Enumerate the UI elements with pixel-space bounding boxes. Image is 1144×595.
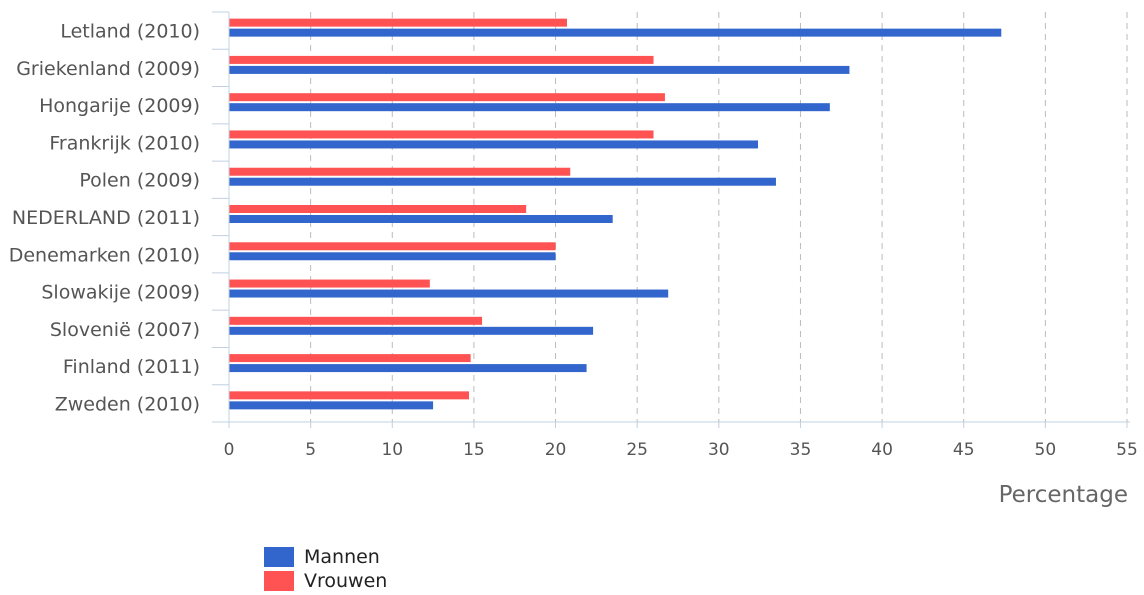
x-tick-label: 0 [224, 440, 235, 460]
category-label: Frankrijk (2010) [49, 132, 200, 154]
bar-vrouwen [229, 242, 556, 251]
bar-mannen [229, 252, 556, 261]
x-tick-label: 40 [871, 440, 893, 460]
bar-vrouwen [229, 55, 654, 64]
category-label: Hongarije (2009) [39, 95, 200, 117]
bar-vrouwen [229, 354, 471, 363]
x-tick-label: 25 [626, 440, 648, 460]
bar-mannen [229, 103, 830, 112]
bar-vrouwen [229, 279, 430, 288]
x-tick-labels: 0 5 10 15 20 25 30 35 40 45 50 55 [224, 422, 1138, 460]
bar-vrouwen [229, 316, 483, 325]
legend-label: Mannen [304, 546, 380, 568]
axes [212, 11, 1130, 423]
x-tick-label: 5 [305, 440, 316, 460]
x-tick-label: 35 [790, 440, 812, 460]
legend: Mannen Vrouwen [264, 545, 387, 593]
bar-vrouwen [229, 18, 567, 27]
category-label: Denemarken (2010) [9, 244, 200, 266]
bar-mannen [229, 364, 587, 373]
x-tick-label: 10 [381, 440, 403, 460]
bar-vrouwen [229, 130, 654, 139]
category-label: Griekenland (2009) [16, 58, 200, 80]
x-tick-label: 15 [463, 440, 485, 460]
legend-item: Mannen [264, 545, 387, 569]
category-labels: Letland (2010) Griekenland (2009) Hongarij… [9, 21, 200, 416]
bar-mannen [229, 215, 613, 223]
bar-mannen [229, 28, 1002, 37]
gridlines [310, 12, 1128, 422]
x-tick-label: 55 [1116, 440, 1138, 460]
category-label: Polen (2009) [79, 170, 200, 192]
x-tick-label: 50 [1035, 440, 1057, 460]
legend-item: Vrouwen [264, 569, 387, 593]
category-label: NEDERLAND (2011) [12, 207, 200, 229]
bar-mannen [229, 177, 776, 186]
x-tick-label: 20 [545, 440, 567, 460]
x-tick-label: 30 [708, 440, 730, 460]
category-label: Slowakije (2009) [41, 282, 200, 304]
legend-label: Vrouwen [304, 570, 388, 592]
legend-swatch [264, 547, 294, 567]
category-label: Letland (2010) [60, 21, 200, 43]
bar-mannen [229, 401, 434, 410]
bar-mannen [229, 65, 850, 74]
bar-vrouwen [229, 205, 527, 213]
bar-mannen [229, 326, 594, 335]
bars [229, 18, 1002, 410]
bar-vrouwen [229, 93, 665, 102]
x-axis-title: Percentage [999, 482, 1128, 508]
bar-mannen [229, 140, 759, 149]
category-label: Zweden (2010) [55, 393, 200, 415]
legend-swatch [264, 571, 294, 591]
bar-vrouwen [229, 167, 571, 176]
x-tick-label: 45 [953, 440, 975, 460]
category-label: Finland (2011) [63, 356, 200, 378]
bar-vrouwen [229, 391, 470, 400]
bar-mannen [229, 289, 669, 298]
category-label: Slovenië (2007) [50, 319, 200, 341]
